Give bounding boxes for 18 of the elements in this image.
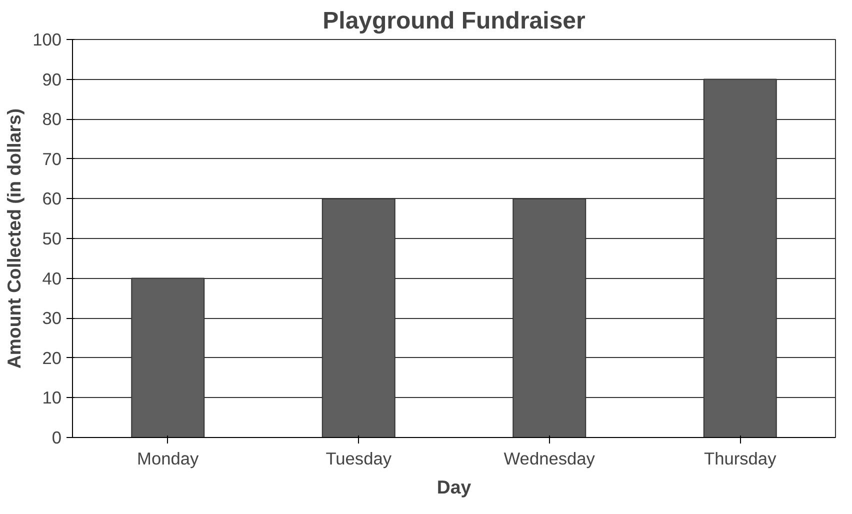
y-tick-label: 90 (42, 69, 62, 90)
y-tick-label: 0 (52, 428, 62, 448)
x-tick-label: Tuesday (326, 448, 392, 468)
y-tick-label: 50 (42, 228, 62, 248)
y-tick-label: 40 (42, 268, 62, 288)
x-axis-title: Day (436, 476, 472, 498)
y-tick-label: 60 (42, 188, 62, 209)
x-tick-label: Wednesday (504, 448, 596, 468)
chart-title: Playground Fundraiser (322, 8, 586, 34)
y-tick-label: 30 (42, 308, 62, 328)
y-tick-label: 70 (42, 148, 62, 169)
y-tick-label: 10 (42, 388, 62, 408)
y-tick-label: 80 (42, 109, 62, 130)
y-tick-label: 100 (32, 30, 62, 50)
x-tick-label: Thursday (704, 448, 777, 468)
x-tick-label: Monday (137, 448, 200, 468)
y-tick-label: 20 (42, 348, 62, 368)
y-axis-title: Amount Collected (in dollars) (4, 108, 25, 369)
